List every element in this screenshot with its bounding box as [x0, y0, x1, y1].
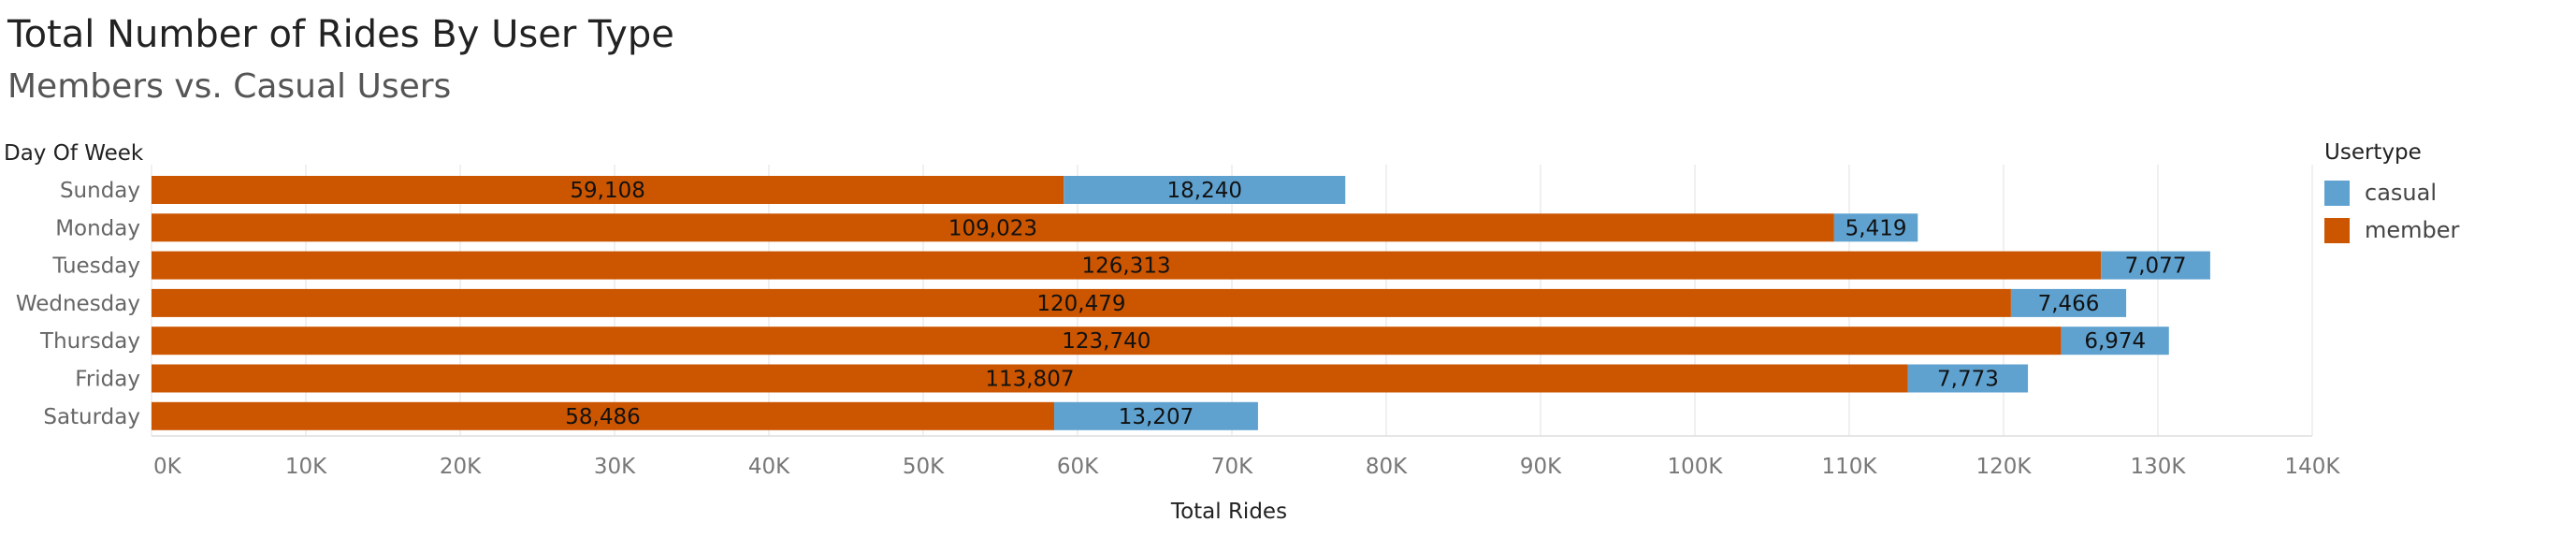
x-tick-label: 40K [748, 455, 790, 479]
bar-casual [2010, 288, 2127, 317]
data-label-casual: 7,466 [2038, 292, 2100, 316]
data-label-casual: 13,207 [1119, 405, 1194, 429]
x-tick-label: 30K [594, 455, 636, 479]
x-tick-label: 60K [1057, 455, 1099, 479]
bar-member [152, 288, 2011, 317]
data-label-member: 123,740 [1062, 329, 1151, 354]
data-label-casual: 7,077 [2125, 254, 2187, 279]
data-label-casual: 18,240 [1167, 179, 1242, 203]
legend-swatch-member [2324, 217, 2350, 243]
bar-member [152, 327, 2062, 356]
x-axis-title: Total Rides [1170, 500, 1287, 524]
data-label-casual: 7,773 [1937, 368, 1999, 392]
x-tick-label: 140K [2285, 455, 2341, 479]
x-tick-label: 10K [285, 455, 327, 479]
bar-member [152, 251, 2102, 280]
legend-item-member[interactable]: member [2324, 211, 2459, 249]
y-category-label: Wednesday [16, 292, 140, 316]
y-category-label: Thursday [39, 329, 140, 354]
x-tick-label: 90K [1520, 455, 1562, 479]
bar-casual [1064, 176, 1346, 204]
chart-title: Total Number of Rides By User Type [7, 13, 674, 56]
y-category-label: Sunday [60, 179, 140, 203]
y-axis-title: Day Of Week [4, 141, 144, 166]
y-category-label: Friday [75, 368, 140, 392]
x-tick-label: 110K [1822, 455, 1878, 479]
x-tick-label: 130K [2131, 455, 2187, 479]
data-label-casual: 5,419 [1845, 216, 1907, 240]
legend-title: Usertype [2324, 140, 2422, 165]
legend-label-member: member [2365, 217, 2460, 243]
bar-casual [2101, 251, 2210, 280]
bar-casual [1054, 401, 1258, 430]
x-tick-label: 50K [903, 455, 945, 479]
y-category-label: Tuesday [51, 254, 140, 279]
x-tick-label: 100K [1668, 455, 1724, 479]
data-label-casual: 6,974 [2084, 329, 2146, 354]
y-category-label: Saturday [43, 405, 140, 429]
legend-label-casual: casual [2365, 180, 2437, 206]
chart-subtitle: Members vs. Casual Users [7, 67, 452, 106]
data-label-member: 58,486 [565, 405, 640, 429]
bar-casual [1833, 213, 1918, 242]
data-label-member: 126,313 [1082, 254, 1171, 279]
data-label-member: 109,023 [948, 216, 1037, 240]
data-label-member: 113,807 [985, 368, 1074, 392]
legend-swatch-casual [2324, 180, 2350, 206]
y-category-label: Monday [55, 216, 140, 240]
x-tick-label: 70K [1211, 455, 1253, 479]
bar-casual [2061, 327, 2169, 356]
x-tick-label: 120K [1976, 455, 2033, 479]
x-tick-label: 20K [440, 455, 482, 479]
x-tick-label: 80K [1366, 455, 1408, 479]
bar-member [152, 401, 1055, 430]
bar-member [152, 364, 1908, 393]
legend: Usertype casual member [2324, 140, 2459, 249]
data-label-member: 59,108 [570, 179, 644, 203]
x-tick-label: 0K [153, 455, 182, 479]
bar-casual [1907, 364, 2029, 393]
data-label-member: 120,479 [1036, 292, 1125, 316]
bar-member [152, 213, 1834, 242]
bar-member [152, 176, 1064, 204]
legend-item-casual[interactable]: casual [2324, 174, 2459, 211]
